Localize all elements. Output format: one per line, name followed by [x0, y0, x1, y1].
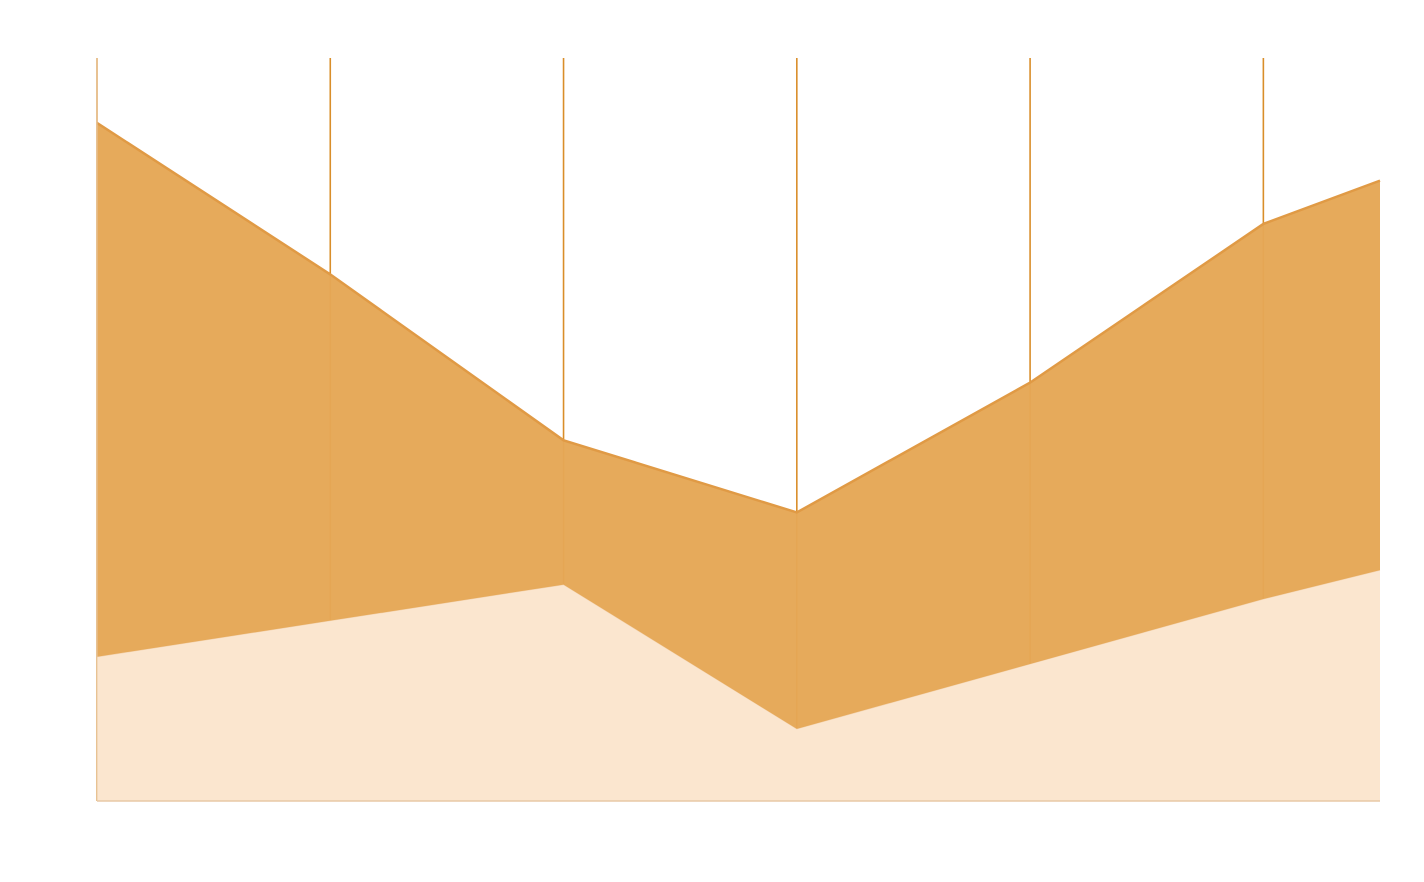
series-line-2 — [96, 121, 1381, 514]
area-series-2 — [97, 122, 1380, 729]
area-series-1 — [97, 570, 1380, 801]
area-series — [96, 121, 1381, 801]
axes — [96, 58, 1380, 802]
